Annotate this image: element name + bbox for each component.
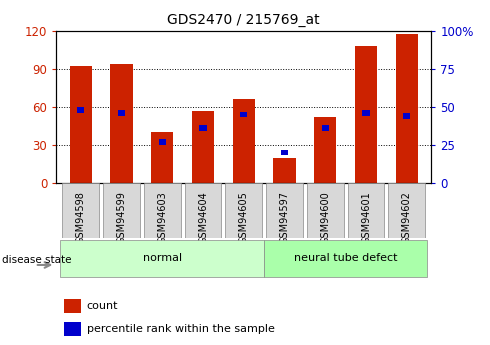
Bar [159,139,166,145]
Bar [240,112,247,117]
Bar [281,150,288,155]
FancyBboxPatch shape [144,183,181,238]
Bar [355,46,377,183]
FancyBboxPatch shape [103,183,140,238]
Text: GSM94603: GSM94603 [157,191,167,244]
Text: GSM94598: GSM94598 [76,191,86,244]
FancyBboxPatch shape [225,183,262,238]
Text: normal: normal [143,253,182,263]
FancyBboxPatch shape [62,183,99,238]
Text: GSM94600: GSM94600 [320,191,330,244]
Bar [233,99,255,183]
Bar [118,110,125,116]
Bar [77,107,84,113]
Bar [192,111,214,183]
FancyBboxPatch shape [389,183,425,238]
Text: GSM94601: GSM94601 [361,191,371,244]
FancyBboxPatch shape [348,183,384,238]
FancyBboxPatch shape [60,240,264,277]
FancyBboxPatch shape [307,183,343,238]
FancyBboxPatch shape [266,183,303,238]
Title: GDS2470 / 215769_at: GDS2470 / 215769_at [168,13,320,27]
FancyBboxPatch shape [264,240,427,277]
Text: GSM94599: GSM94599 [117,191,126,244]
Bar [64,322,81,336]
Text: percentile rank within the sample: percentile rank within the sample [87,324,274,334]
Bar [64,298,81,313]
Text: GSM94604: GSM94604 [198,191,208,244]
Bar [151,132,173,183]
Bar [403,113,411,119]
Bar [273,158,296,183]
Bar [321,125,329,131]
Bar [314,117,337,183]
Bar [362,110,369,116]
Bar [199,125,207,131]
Bar [395,33,418,183]
Text: neural tube defect: neural tube defect [294,253,397,263]
Text: GSM94597: GSM94597 [279,191,290,244]
Text: GSM94605: GSM94605 [239,191,249,244]
Text: GSM94602: GSM94602 [402,191,412,244]
Text: disease state: disease state [2,256,72,265]
Text: count: count [87,301,118,311]
FancyBboxPatch shape [185,183,221,238]
Bar [70,67,92,183]
Bar [110,64,133,183]
